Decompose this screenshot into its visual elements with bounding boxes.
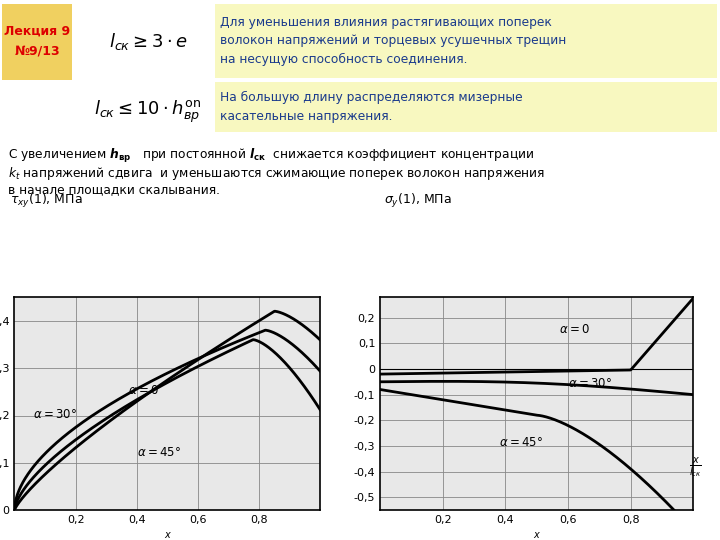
Bar	[215, 4, 717, 78]
Text: в начале площадки скалывания.: в начале площадки скалывания.	[8, 183, 220, 196]
Text: Лекция 9
№9/13: Лекция 9 №9/13	[4, 25, 70, 57]
Text: $l_{\it{ск}} \leq 10 \cdot h_{\it{вр}}^{\rm{on}}$: $l_{\it{ск}} \leq 10 \cdot h_{\it{вр}}^{…	[94, 99, 202, 125]
X-axis label: $\frac{x}{l_{ск}}$: $\frac{x}{l_{ск}}$	[161, 531, 174, 540]
Text: $\alpha=0$: $\alpha=0$	[559, 323, 590, 336]
Text: $l_{\it{ск}} \geq 3 \cdot e$: $l_{\it{ск}} \geq 3 \cdot e$	[109, 30, 187, 51]
Text: $\alpha=30°$: $\alpha=30°$	[33, 408, 76, 421]
Text: $\boldsymbol{k_t}$ напряжений сдвига  и уменьшаются сжимающие поперек волокон на: $\boldsymbol{k_t}$ напряжений сдвига и у…	[8, 165, 545, 182]
Bar	[2, 4, 72, 80]
Text: $\sigma_{y}(1)$, МПа: $\sigma_{y}(1)$, МПа	[384, 192, 452, 210]
Text: $\alpha=45°$: $\alpha=45°$	[137, 446, 181, 459]
Text: $\tau_{xy}(1)$, МПа: $\tau_{xy}(1)$, МПа	[10, 192, 83, 210]
X-axis label: $\frac{x}{l_{ск}}$: $\frac{x}{l_{ск}}$	[531, 531, 543, 540]
Text: $\alpha=0$: $\alpha=0$	[127, 384, 158, 397]
Text: Для уменьшения влияния растягивающих поперек
волокон напряжений и торцевых усуше: Для уменьшения влияния растягивающих поп…	[220, 16, 566, 66]
Text: На большую длину распределяются мизерные
касательные напряжения.: На большую длину распределяются мизерные…	[220, 91, 523, 123]
Text: $\alpha=45°$: $\alpha=45°$	[499, 436, 543, 449]
Text: С увеличением $\boldsymbol{h}_{\boldsymbol{вр}}$   при постоянной $\boldsymbol{l: С увеличением $\boldsymbol{h}_{\boldsymb…	[8, 147, 534, 165]
Text: $\frac{x}{l_{ск}}$: $\frac{x}{l_{ск}}$	[688, 456, 701, 480]
Text: $\alpha=30°$: $\alpha=30°$	[568, 377, 612, 390]
Bar	[215, 82, 717, 132]
